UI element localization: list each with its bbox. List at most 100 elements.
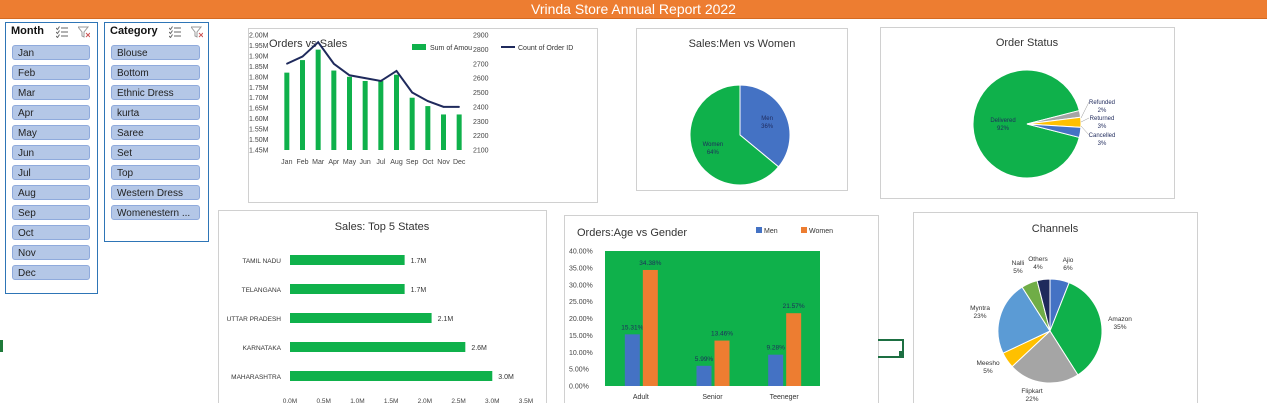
- sales-men-women-chart: Sales:Men vs Women Men 36% Women 64%: [689, 38, 796, 186]
- y-left-tick-label: 1.80M: [249, 74, 269, 81]
- data-label-men-adult: 15.31%: [621, 324, 643, 331]
- orders-vs-sales-card[interactable]: Orders vs Sales 2.00M 1.95M 1.90M 1.85M 1.80M…: [248, 28, 598, 203]
- legend-label-men: Men: [764, 228, 778, 235]
- category-slicer-item-western-dress[interactable]: Western Dress: [111, 185, 200, 200]
- fill-handle[interactable]: [899, 351, 904, 356]
- category-slicer-item-top[interactable]: Top: [111, 165, 200, 180]
- data-label-men-senior: 5.99%: [695, 356, 714, 363]
- month-slicer-item-jul[interactable]: Jul: [12, 165, 90, 180]
- chart-title: Orders:Age vs Gender: [577, 227, 687, 239]
- x-tick-label: Apr: [328, 159, 340, 166]
- data-label-refunded: Refunded 2%: [1089, 100, 1115, 114]
- age-vs-gender-card[interactable]: Orders:Age vs Gender Men Women 40.00% 35.00%…: [564, 215, 879, 403]
- category-slicer-item-ethnic-dress[interactable]: Ethnic Dress: [111, 85, 200, 100]
- legend-swatch-men: [756, 227, 762, 233]
- bar-men-senior: [696, 365, 712, 386]
- month-slicer-header: Month: [6, 23, 97, 41]
- month-slicer-item-may[interactable]: May: [12, 125, 90, 140]
- y-right-tick-label: 2600: [473, 76, 489, 83]
- leader-line-refunded: [1080, 101, 1090, 119]
- category-slicer-header: Category: [105, 23, 208, 41]
- month-slicer-item-sep[interactable]: Sep: [12, 205, 90, 220]
- leader-line-returned: [1080, 117, 1090, 123]
- month-slicer-item-jan[interactable]: Jan: [12, 45, 90, 60]
- y-right-tick-label: 2400: [473, 104, 489, 111]
- pie-slice-others: [1036, 278, 1051, 332]
- y-left-tick-label: 1.95M: [249, 43, 269, 50]
- cell-selection-box[interactable]: [878, 339, 904, 358]
- y-right-tick-label: 2800: [473, 47, 489, 54]
- bar-sum-of-amount-feb: [300, 60, 305, 150]
- point-count-of-order-id-nov: [442, 106, 445, 108]
- point-count-of-order-id-may: [348, 74, 351, 77]
- y-tick-label: 0.00%: [569, 384, 589, 391]
- category-label-uttar-pradesh: UTTAR PRADESH: [227, 316, 282, 323]
- report-title-banner: Vrinda Store Annual Report 2022: [0, 0, 1267, 19]
- top5-states-chart: Sales: Top 5 States TAMIL NADU 1.7M TELANGA…: [227, 221, 534, 405]
- multi-select-icon[interactable]: [169, 26, 181, 38]
- y-right-tick-label: 2100: [473, 148, 489, 155]
- bar-sum-of-amount-sep: [409, 97, 415, 150]
- pie-slice-women: [689, 84, 780, 186]
- month-slicer-item-mar[interactable]: Mar: [12, 85, 90, 100]
- bar-women-senior: [714, 340, 730, 386]
- y-right-tick-label: 2300: [473, 119, 489, 126]
- chart-title: Sales:Men vs Women: [689, 38, 796, 50]
- data-label-ajio: Ajio 6%: [1063, 257, 1074, 272]
- order-status-card[interactable]: Order Status Delivered 92% Refunded 2% Return…: [880, 27, 1175, 199]
- data-label-delivered: Delivered 92%: [990, 118, 1015, 132]
- bar-sum-of-amount-jun: [362, 81, 368, 150]
- x-tick-label: Jul: [376, 159, 385, 166]
- month-slicer-title: Month: [11, 25, 44, 37]
- category-slicer-item-bottom[interactable]: Bottom: [111, 65, 200, 80]
- point-count-of-order-id-mar: [317, 41, 319, 43]
- month-slicer-item-aug[interactable]: Aug: [12, 185, 90, 200]
- clear-filter-icon[interactable]: [191, 26, 203, 38]
- bar-uttar-pradesh: [290, 313, 432, 323]
- sales-men-women-card[interactable]: Sales:Men vs Women Men 36% Women 64%: [636, 28, 848, 191]
- pie-slice-myntra: [997, 286, 1051, 354]
- clear-filter-icon[interactable]: [78, 26, 90, 38]
- x-tick-label: Dec: [453, 159, 466, 166]
- pie-slice-flipkart: [1011, 330, 1079, 384]
- line-count-of-order-id: [286, 40, 460, 108]
- data-label-men-teeneger: 9.28%: [766, 345, 785, 352]
- x-tick-label: Teeneger: [770, 394, 800, 401]
- legend-label-count-of-order-id: Count of Order ID: [518, 45, 573, 52]
- y-right-tick-label: 2500: [473, 90, 489, 97]
- top5-states-card[interactable]: Sales: Top 5 States TAMIL NADU 1.7M TELANGA…: [218, 210, 547, 405]
- category-slicer-item-womenestern[interactable]: Womenestern ...: [111, 205, 200, 220]
- channels-card[interactable]: Channels Ajio 6% Amazon 35% Flipkart 22% Meesho…: [913, 212, 1198, 403]
- month-slicer-item-jun[interactable]: Jun: [12, 145, 90, 160]
- chart-title: Order Status: [996, 37, 1059, 49]
- month-slicer-item-apr[interactable]: Apr: [12, 105, 90, 120]
- bar-sum-of-amount-nov: [441, 114, 446, 150]
- data-label-others: Others 4%: [1028, 256, 1048, 271]
- y-left-tick-label: 1.70M: [249, 95, 269, 102]
- month-slicer-item-dec[interactable]: Dec: [12, 265, 90, 280]
- month-slicer-item-nov[interactable]: Nov: [12, 245, 90, 260]
- channels-chart: Channels Ajio 6% Amazon 35% Flipkart 22% Meesho…: [970, 223, 1132, 403]
- x-tick-label: Adult: [633, 394, 649, 401]
- bar-karnataka: [290, 342, 466, 352]
- bar-sum-of-amount-may: [347, 76, 352, 150]
- x-tick-label: 3.0M: [485, 398, 499, 403]
- point-count-of-order-id-jul: [380, 80, 382, 82]
- category-slicer-item-blouse[interactable]: Blouse: [111, 45, 200, 60]
- point-count-of-order-id-apr: [333, 62, 335, 65]
- data-label-women: Women 64%: [703, 142, 724, 156]
- month-slicer-item-feb[interactable]: Feb: [12, 65, 90, 80]
- multi-select-icon[interactable]: [56, 26, 68, 38]
- data-label-returned: Returned 3%: [1090, 116, 1115, 130]
- month-slicer-item-oct[interactable]: Oct: [12, 225, 90, 240]
- category-slicer-item-set[interactable]: Set: [111, 145, 200, 160]
- category-slicer-item-saree[interactable]: Saree: [111, 125, 200, 140]
- bar-sum-of-amount-aug: [394, 74, 399, 150]
- data-label-uttar-pradesh: 2.1M: [438, 316, 454, 323]
- y-tick-label: 40.00%: [569, 249, 593, 256]
- category-label-maharashtra: MAHARASHTRA: [231, 374, 282, 381]
- y-tick-label: 15.00%: [569, 333, 593, 340]
- data-label-nalli: Nalli 5%: [1012, 260, 1025, 275]
- category-slicer-item-kurta[interactable]: kurta: [111, 105, 200, 120]
- x-tick-label: Nov: [437, 159, 450, 166]
